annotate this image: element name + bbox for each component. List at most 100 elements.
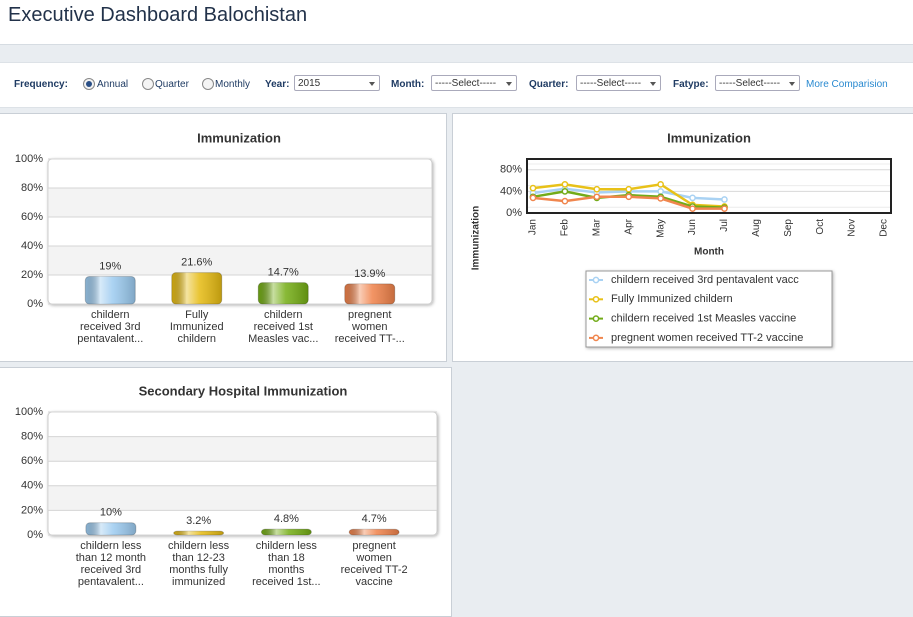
x-tick-label: pregnent — [352, 540, 395, 552]
point — [689, 205, 696, 213]
y-tick-label: 40% — [500, 185, 522, 197]
x-tick-label: received TT-2 — [341, 564, 408, 576]
y-tick-label: 100% — [15, 406, 43, 418]
x-tick-label: pentavalent... — [77, 333, 143, 345]
quarter-label: Quarter: — [529, 79, 569, 90]
point — [561, 188, 569, 195]
x-tick-label: Immunized — [170, 321, 224, 333]
x-tick-label: women — [351, 321, 387, 333]
fatype-select[interactable]: -----Select----- — [715, 75, 800, 91]
point — [529, 194, 537, 202]
comparison-link[interactable]: More Comparision — [806, 79, 888, 90]
x-tick-label: received TT-... — [335, 333, 405, 345]
x-tick-label: Aug — [751, 219, 762, 237]
radio[interactable] — [142, 78, 154, 90]
x-tick-label: vaccine — [355, 576, 392, 588]
x-tick-label: Jul — [719, 219, 730, 232]
chart-title: Immunization — [197, 130, 281, 145]
point — [657, 181, 664, 188]
legend-swatch — [592, 295, 600, 303]
point — [721, 205, 728, 213]
x-tick-label: women — [355, 552, 391, 564]
year-select[interactable]: 2015 — [294, 75, 380, 91]
year-label: Year: — [265, 79, 290, 90]
x-tick-label: childern less — [80, 540, 142, 552]
bar-shine — [261, 529, 312, 535]
frequency-label: Frequency: — [14, 79, 68, 90]
chart-title: Immunization — [667, 130, 751, 145]
x-tick-label: pregnent — [348, 309, 391, 321]
x-tick-label: received 1st... — [252, 576, 320, 588]
x-tick-label: received 3rd — [81, 564, 142, 576]
data-label: 10% — [100, 507, 122, 519]
y-axis-label: Immunization — [471, 206, 482, 270]
y-tick-label: 100% — [15, 153, 43, 165]
point — [625, 185, 633, 193]
page-title: Executive Dashboard Balochistan — [8, 4, 308, 26]
bar-shine — [171, 272, 222, 304]
point — [689, 194, 696, 202]
point — [657, 195, 664, 202]
radio-label[interactable]: Annual — [97, 79, 129, 90]
x-tick-label: Feb — [560, 219, 571, 237]
x-tick-label: Mar — [591, 218, 602, 236]
x-tick-label: immunized — [172, 576, 225, 588]
plot-border — [526, 158, 892, 214]
x-tick-label: than 12 month — [76, 552, 146, 564]
y-tick-label: 20% — [21, 269, 43, 281]
bar-shine — [85, 522, 136, 535]
x-axis-label: Month — [694, 247, 724, 258]
x-tick-label: Oct — [815, 219, 826, 235]
legend-swatch — [592, 334, 600, 342]
bar-shine — [85, 276, 136, 304]
point — [657, 188, 664, 195]
data-label: 13.9% — [354, 268, 385, 280]
legend-label: Fully Immunized childern — [611, 293, 733, 305]
point — [561, 181, 569, 188]
x-tick-label: May — [655, 219, 666, 238]
quarter-select[interactable]: -----Select----- — [576, 75, 661, 91]
x-tick-label: Jan — [528, 219, 539, 235]
x-tick-label: than 18 — [268, 552, 305, 564]
x-tick-label: Fully — [185, 309, 209, 321]
bar-shine — [349, 529, 400, 535]
x-tick-label: Dec — [879, 219, 890, 237]
data-label: 19% — [99, 260, 121, 272]
x-tick-label: Sep — [783, 219, 794, 237]
grid-band — [49, 436, 436, 462]
data-label: 3.2% — [186, 515, 211, 527]
x-tick-label: received 3rd — [80, 321, 141, 333]
y-tick-label: 80% — [500, 164, 522, 176]
header: Executive Dashboard Balochistan — [0, 0, 913, 45]
data-label: 4.7% — [362, 513, 387, 525]
point — [625, 193, 633, 201]
point — [721, 196, 728, 203]
radio-label[interactable]: Monthly — [215, 79, 251, 90]
y-tick-label: 60% — [21, 211, 43, 223]
x-tick-label: Apr — [623, 218, 634, 234]
radio[interactable] — [202, 78, 214, 90]
y-tick-label: 60% — [21, 455, 43, 467]
x-tick-label: months fully — [169, 564, 228, 576]
radio[interactable] — [83, 78, 95, 90]
x-tick-label: childern — [264, 309, 303, 321]
grid-band — [49, 485, 436, 511]
y-tick-label: 0% — [27, 298, 43, 310]
chart-title: Secondary Hospital Immunization — [139, 383, 348, 398]
y-tick-label: 80% — [21, 431, 43, 443]
x-tick-label: childern less — [256, 540, 318, 552]
legend-label: pregnent women received TT-2 vaccine — [611, 332, 803, 344]
legend-label: childern received 3rd pentavalent vacc — [611, 274, 799, 286]
radio-label[interactable]: Quarter — [155, 79, 189, 90]
x-tick-label: childern less — [168, 540, 230, 552]
x-tick-label: pentavalent... — [78, 576, 144, 588]
month-select[interactable]: -----Select----- — [431, 75, 517, 91]
bar-shine — [344, 283, 395, 304]
point — [593, 185, 601, 193]
y-tick-label: 20% — [21, 504, 43, 516]
x-tick-label: Jun — [687, 219, 698, 235]
x-tick-label: childern — [91, 309, 130, 321]
x-tick-label: than 12-23 — [172, 552, 225, 564]
